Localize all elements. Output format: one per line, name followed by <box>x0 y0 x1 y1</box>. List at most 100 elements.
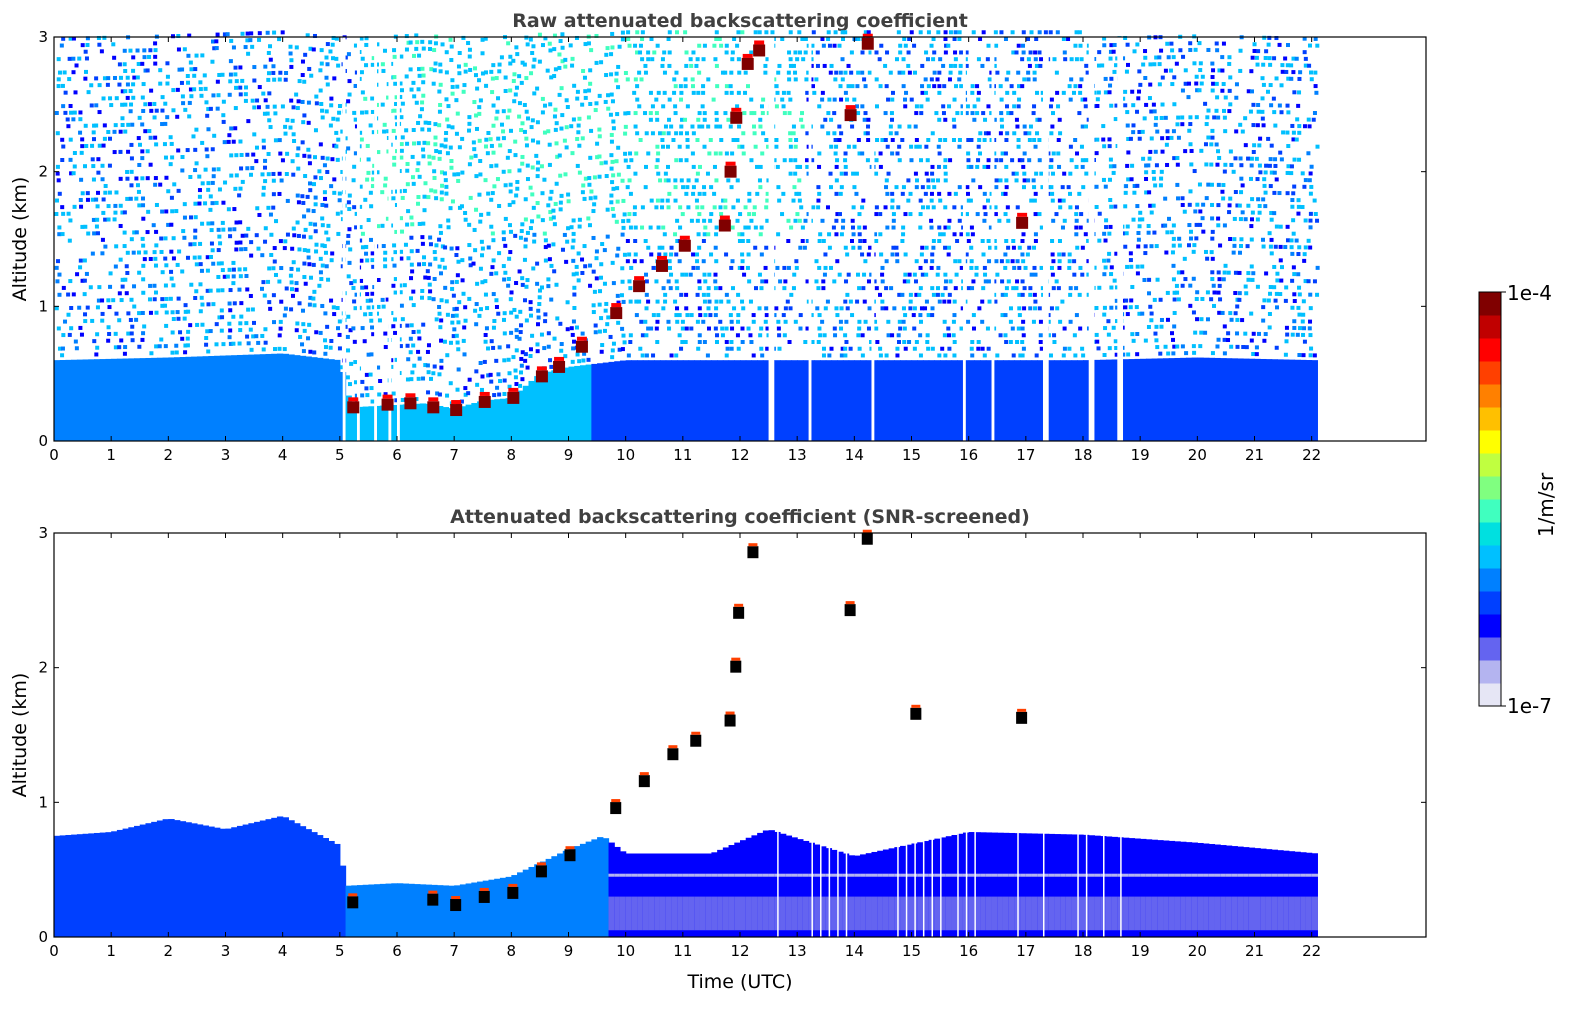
noise-cell <box>188 174 193 179</box>
noise-cell <box>582 244 587 249</box>
noise-cell <box>535 86 540 91</box>
noise-cell <box>318 176 323 181</box>
noise-cell <box>1177 243 1182 248</box>
noise-cell <box>897 319 902 324</box>
noise-cell <box>823 252 828 257</box>
noise-cell <box>782 158 787 163</box>
bl-cell <box>208 355 215 441</box>
noise-cell <box>993 299 998 304</box>
noise-cell <box>1210 256 1215 261</box>
noise-cell <box>1171 263 1176 268</box>
noise-cell <box>336 231 341 236</box>
noise-cell <box>1152 230 1157 235</box>
noise-cell <box>675 218 680 223</box>
noise-cell <box>856 70 861 75</box>
noise-cell <box>108 271 113 276</box>
noise-cell <box>177 249 182 254</box>
noise-cell <box>609 166 614 171</box>
noise-cell <box>448 206 453 211</box>
noise-cell <box>122 48 127 53</box>
noise-cell <box>1252 48 1257 53</box>
noise-cell <box>620 279 625 284</box>
noise-cell <box>320 108 325 113</box>
noise-cell <box>107 331 112 336</box>
noise-cell <box>183 343 188 348</box>
noise-cell <box>141 203 146 208</box>
noise-cell <box>60 137 65 142</box>
noise-cell <box>1097 50 1102 55</box>
noise-cell <box>320 263 325 268</box>
noise-cell <box>515 186 520 191</box>
noise-cell <box>365 143 370 148</box>
noise-cell <box>1292 325 1297 330</box>
noise-cell <box>347 227 352 232</box>
noise-cell <box>1249 311 1254 316</box>
noise-cell <box>88 285 93 290</box>
noise-cell <box>169 269 174 274</box>
noise-cell <box>635 84 640 89</box>
noise-cell <box>1126 62 1131 67</box>
noise-cell <box>880 299 885 304</box>
noise-cell <box>1285 103 1290 108</box>
noise-cell <box>1306 279 1311 284</box>
noise-cell <box>942 319 947 324</box>
noise-cell <box>751 353 756 358</box>
noise-cell <box>451 334 456 339</box>
noise-cell <box>1206 108 1211 113</box>
noise-cell <box>669 252 674 257</box>
noise-cell <box>353 380 358 385</box>
noise-cell <box>1155 129 1160 134</box>
noise-cell <box>437 109 442 114</box>
noise-cell <box>1309 164 1314 169</box>
noise-cell <box>786 265 791 270</box>
noise-cell <box>437 392 442 397</box>
noise-cell <box>398 290 403 295</box>
bl-cell <box>1191 357 1198 441</box>
noise-cell <box>1217 68 1222 73</box>
noise-cell <box>788 306 793 311</box>
noise-cell <box>920 245 925 250</box>
noise-cell <box>1238 156 1243 161</box>
noise-cell <box>580 190 585 195</box>
noise-cell <box>597 302 602 307</box>
noise-cell <box>434 243 439 248</box>
noise-cell <box>740 232 745 237</box>
noise-cell <box>351 326 356 331</box>
noise-cell <box>1014 50 1019 55</box>
noise-cell <box>141 108 146 113</box>
noise-cell <box>1037 212 1042 217</box>
noise-cell <box>103 217 108 222</box>
noise-cell <box>507 108 512 113</box>
noise-cell <box>1223 162 1228 167</box>
noise-cell <box>1068 292 1073 297</box>
noise-cell <box>82 258 87 263</box>
noise-cell <box>943 117 948 122</box>
noise-cell <box>1278 292 1283 297</box>
noise-cell <box>953 191 958 196</box>
noise-cell <box>1000 151 1005 156</box>
noise-cell <box>231 341 236 346</box>
noise-cell <box>507 223 512 228</box>
noise-cell <box>238 274 243 279</box>
noise-cell <box>1187 128 1192 133</box>
noise-cell <box>576 278 581 283</box>
noise-cell <box>611 213 616 218</box>
noise-cell <box>666 178 671 183</box>
noise-cell <box>501 237 506 242</box>
noise-cell <box>1038 333 1043 338</box>
noise-cell <box>812 90 817 95</box>
noise-cell <box>494 163 499 168</box>
noise-cell <box>420 241 425 246</box>
noise-cell <box>102 136 107 141</box>
noise-cell <box>605 234 610 239</box>
noise-cell <box>528 37 533 42</box>
noise-cell <box>1248 176 1253 181</box>
noise-cell <box>572 285 577 290</box>
noise-cell <box>296 200 301 205</box>
noise-cell <box>246 307 251 312</box>
noise-cell <box>540 218 545 223</box>
noise-cell <box>160 209 165 214</box>
noise-cell <box>389 311 394 316</box>
noise-cell <box>214 322 219 327</box>
